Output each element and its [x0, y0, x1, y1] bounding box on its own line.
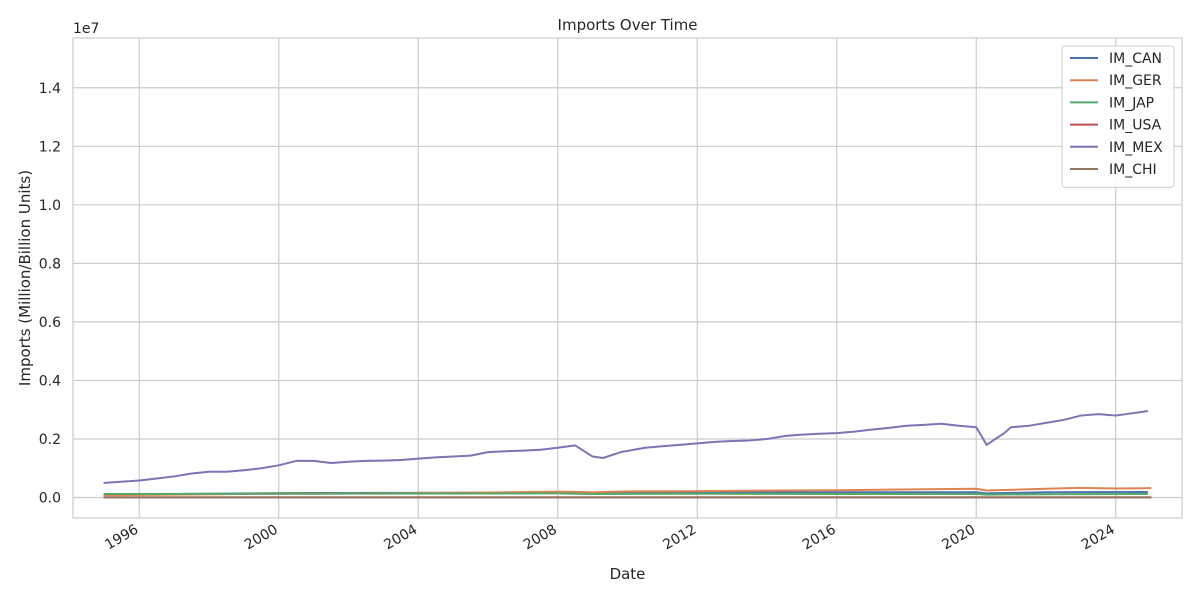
legend: IM_CAN IM_GER IM_JAP IM_USA IM_MEX IM_CHI [1061, 45, 1175, 188]
y-tick-label: 0.4 [39, 373, 61, 389]
y-tick-label: 0.6 [39, 315, 61, 331]
legend-label: IM_GER [1109, 73, 1162, 89]
y-axis-label: Imports (Million/Billion Units) [16, 170, 34, 386]
series-line-im-mex [103, 410, 1149, 484]
y-tick-label: 0.2 [39, 432, 61, 448]
series-line-im-jap [103, 492, 1149, 496]
legend-label: IM_JAP [1109, 95, 1154, 111]
y-tick-label: 1.0 [39, 198, 61, 214]
x-axis-label: Date [610, 565, 646, 583]
y-offset-text: 1e7 [73, 21, 99, 37]
y-tick-label: 1.4 [39, 81, 61, 97]
legend-label: IM_USA [1109, 118, 1162, 134]
y-tick-label: 0.8 [39, 256, 61, 272]
legend-label: IM_CHI [1109, 162, 1157, 178]
plot-frame [72, 37, 1183, 519]
legend-box [1061, 45, 1175, 188]
legend-label: IM_MEX [1109, 140, 1163, 156]
legend-label: IM_CAN [1109, 51, 1162, 67]
series-lines [103, 410, 1152, 499]
y-tick-label: 0.0 [39, 491, 61, 507]
y-tick-label: 1.2 [39, 139, 61, 155]
chart-title: Imports Over Time [558, 16, 698, 34]
